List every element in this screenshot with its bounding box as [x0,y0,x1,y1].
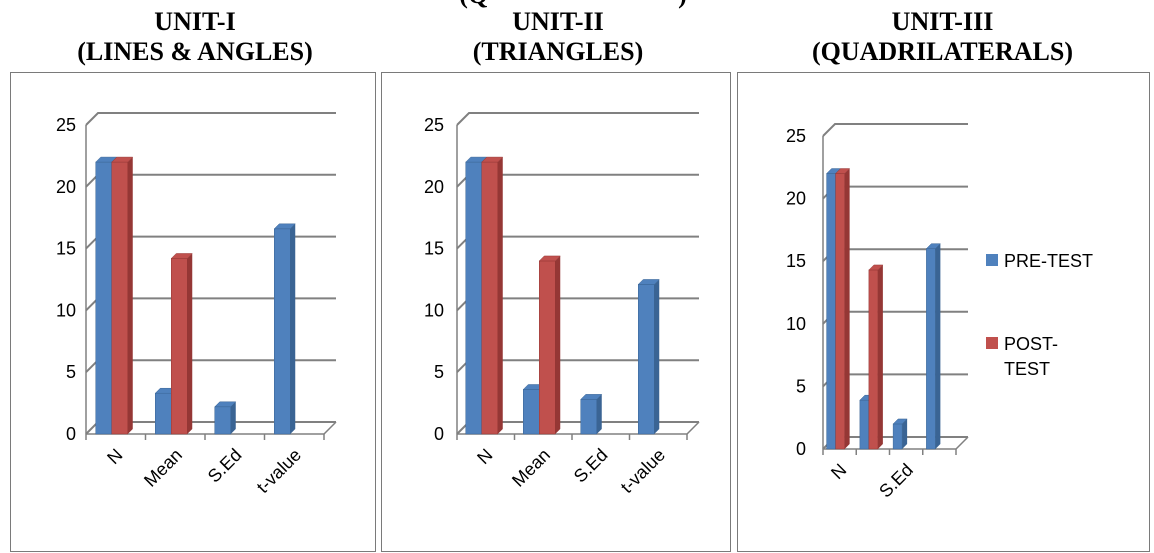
chart-1-category-label-0: N [103,445,126,468]
chart-1-panel: 0 5 10 15 20 25 N Mean S.Ed t-value [10,72,376,552]
chart-2-ytick-2: 10 [424,300,444,320]
chart-3-title-line1: UNIT-III [891,7,994,36]
chart-3-ytick-1: 5 [796,376,806,396]
chart-3-ytick-3: 15 [786,251,806,271]
chart-1-svg: 0 5 10 15 20 25 N Mean S.Ed t-value [56,112,337,497]
chart-2-title-line2: (TRIANGLES) [472,37,644,66]
chart-3-ytick-0: 0 [796,439,806,459]
chart-3-bar-pre-test-2 [892,418,908,450]
chart-3-title: UNIT-III (QUADRILATERALS) [735,7,1150,67]
chart-2-bar-pre-test-2 [580,394,603,435]
chart-2-category-label-3: t-value [617,445,669,497]
chart-1-category-label-3: t-value [253,445,305,497]
chart-2-ytick-1: 5 [434,362,444,382]
chart-1-title-line2: (LINES & ANGLES) [77,37,313,66]
legend-label-post-test-line2: TEST [1004,359,1050,379]
chart-1-bar-post-test-1 [170,253,193,435]
chart-1-ytick-4: 20 [56,177,76,197]
cut-top-title: (Q) [383,0,763,10]
chart-1-ytick-2: 10 [56,300,76,320]
chart-2-category-label-0: N [473,445,496,468]
chart-1-category-label-2: S.Ed [204,445,246,487]
chart-2-bar-post-test-1 [538,255,561,435]
chart-2-svg: 0 5 10 15 20 25 N Mean S.Ed t-value [424,112,700,497]
legend-swatch-pre-test [986,254,998,266]
legend-label-post-test-line1: POST- [1004,334,1058,354]
chart-2-category-label-2: S.Ed [570,445,612,487]
chart-1-gridline-5 [85,112,336,126]
chart-1-title-line1: UNIT-I [154,7,236,36]
chart-1-bar-post-test-0 [111,156,134,435]
chart-2-panel: 0 5 10 15 20 25 N Mean S.Ed t-value [381,72,731,552]
chart-3-bar-post-test-1 [868,264,884,450]
chart-1-ytick-5: 25 [56,115,76,135]
chart-1-bar-pre-test-2 [214,401,237,435]
chart-3-ytick-4: 20 [786,189,806,209]
chart-3-legend: PRE-TEST POST- TEST [986,251,1093,379]
chart-2-ytick-0: 0 [434,424,444,444]
chart-3-bar-pre-test-3 [925,243,941,450]
chart-2-title: UNIT-II (TRIANGLES) [383,7,733,67]
chart-3-ytick-2: 10 [786,314,806,334]
chart-2-ytick-3: 15 [424,239,444,259]
chart-3-category-label-0: N [827,460,850,483]
chart-2-category-label-1: Mean [508,445,554,491]
chart-1-category-label-1: Mean [140,445,186,491]
legend-label-pre-test: PRE-TEST [1004,251,1093,271]
chart-3-category-label-2: S.Ed [875,460,917,502]
chart-2-bar-post-test-0 [481,156,504,435]
chart-3-ytick-5: 25 [786,126,806,146]
chart-1-ytick-0: 0 [66,424,76,444]
chart-2-title-line1: UNIT-II [512,7,604,36]
chart-3-svg: 0 5 10 15 20 25 N S.Ed PRE-TEST POST- TEST [786,123,1093,502]
chart-1-bar-pre-test-3 [273,223,296,435]
chart-3-gridline-5 [822,123,968,137]
chart-1-ytick-1: 5 [66,362,76,382]
chart-3-bar-post-test-0 [835,168,851,450]
chart-1-ytick-3: 15 [56,239,76,259]
chart-3-title-line2: (QUADRILATERALS) [812,37,1073,66]
chart-2-ytick-4: 20 [424,177,444,197]
chart-1-title: UNIT-I (LINES & ANGLES) [10,7,380,67]
legend-swatch-post-test [986,337,998,349]
chart-2-bar-pre-test-3 [637,279,660,435]
chart-2-ytick-5: 25 [424,115,444,135]
chart-3-panel: 0 5 10 15 20 25 N S.Ed PRE-TEST POST- TEST [737,72,1150,552]
chart-2-gridline-5 [456,112,699,126]
